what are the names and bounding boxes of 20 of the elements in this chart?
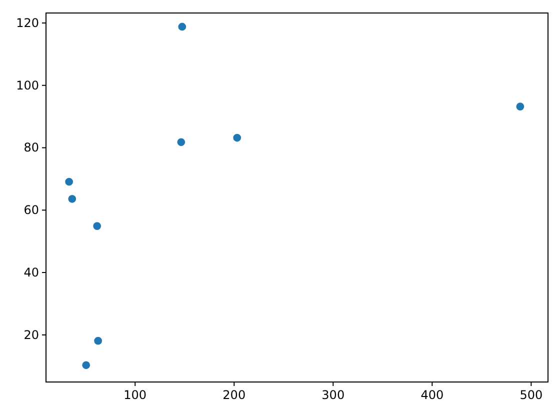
- x-tick-label: 500: [520, 388, 543, 402]
- x-tick-label: 100: [124, 388, 147, 402]
- x-tick-label: 400: [420, 388, 444, 402]
- y-tick-label: 40: [24, 266, 39, 280]
- point: [94, 336, 102, 345]
- y-tick-label: 60: [24, 203, 39, 218]
- y-tick-label: 120: [16, 16, 39, 30]
- point: [178, 22, 186, 31]
- y-tick-label: 80: [24, 140, 39, 155]
- point: [82, 361, 90, 370]
- point: [177, 138, 186, 146]
- point: [233, 134, 242, 142]
- point: [516, 102, 524, 110]
- point: [93, 222, 102, 230]
- y-tick-label: 20: [24, 328, 39, 342]
- point: [68, 194, 76, 203]
- x-tick-label: 300: [322, 388, 345, 402]
- y-tick-label: 100: [16, 78, 39, 92]
- point: [65, 178, 74, 186]
- x-tick-label: 200: [222, 388, 246, 402]
